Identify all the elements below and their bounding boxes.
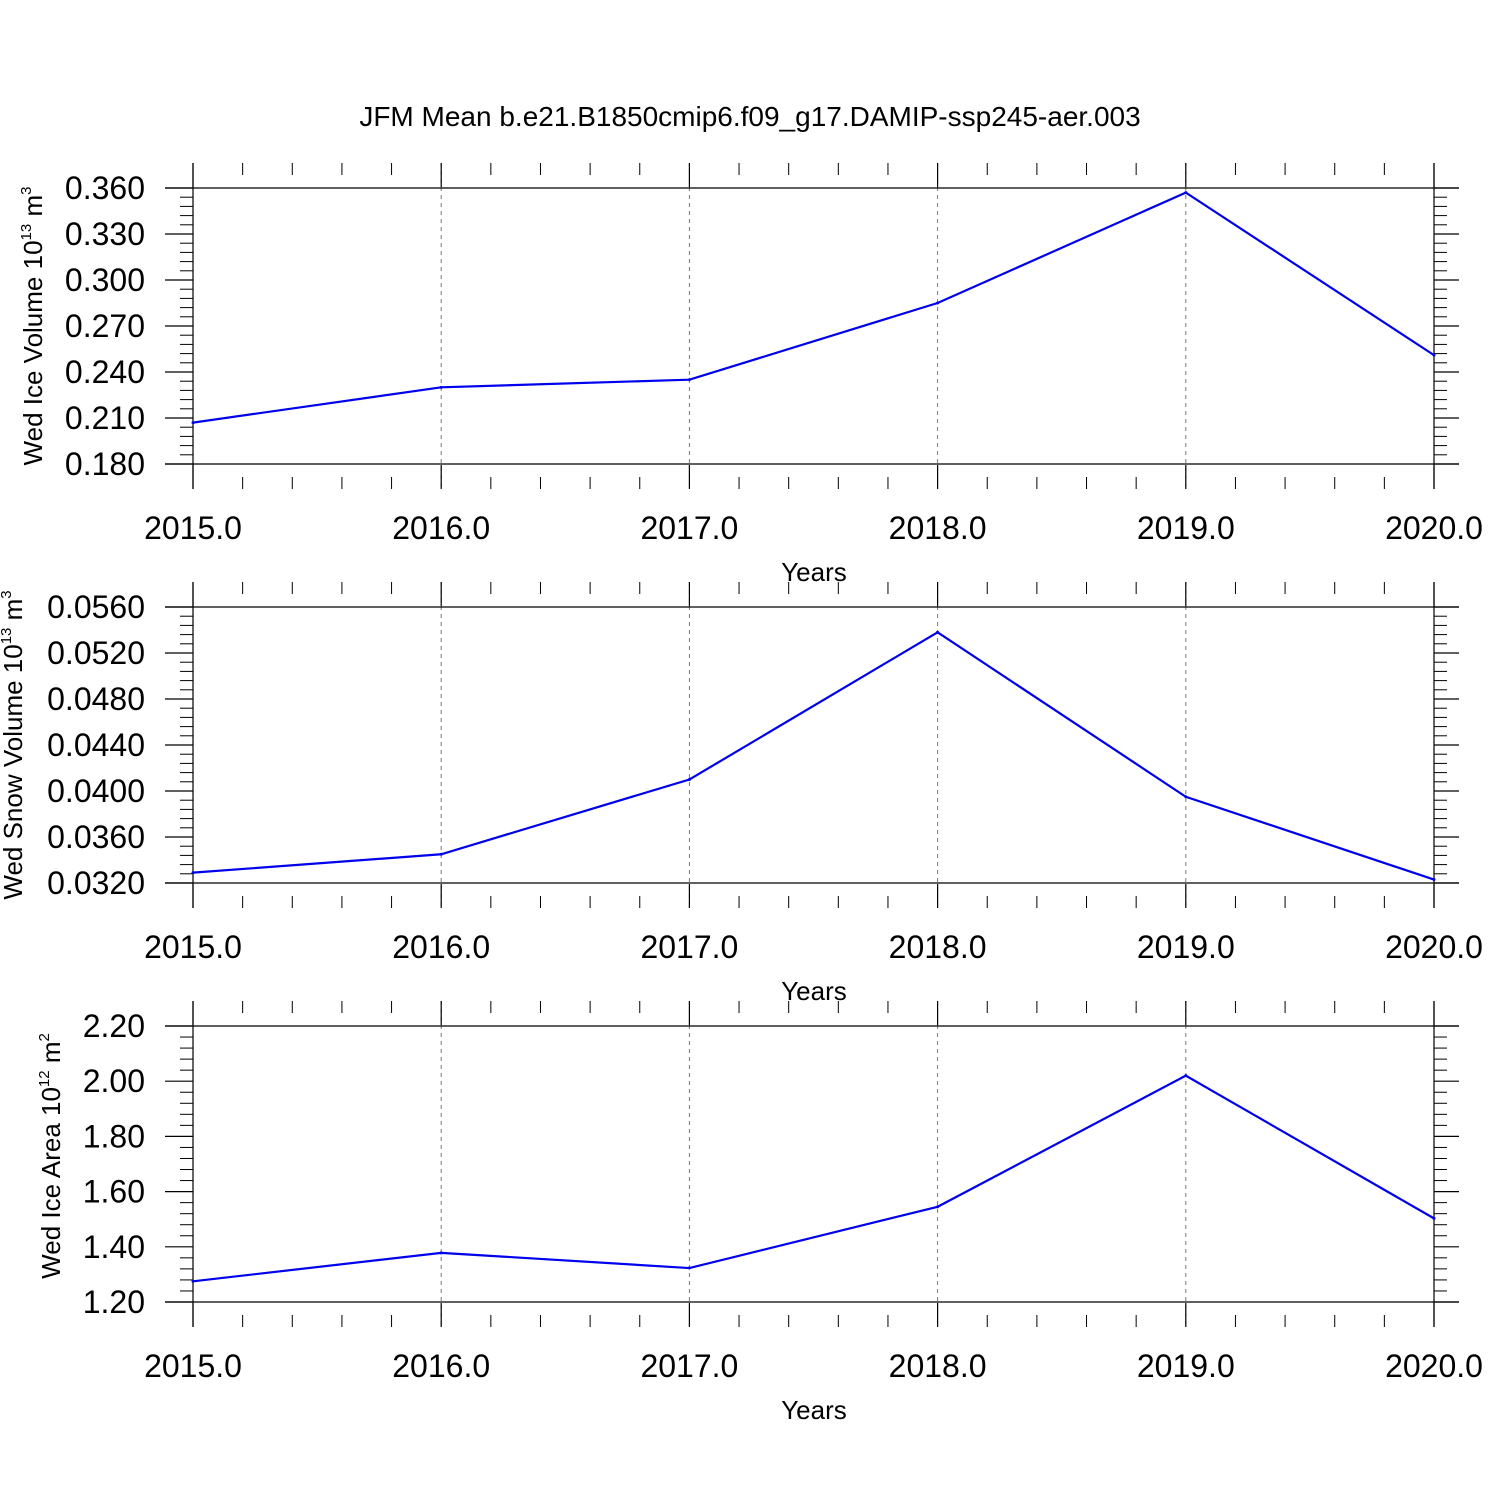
x-tick-label: 2017.0: [640, 1348, 738, 1384]
y-tick-label: 1.60: [83, 1174, 145, 1210]
y-tick-label: 0.0400: [47, 773, 145, 809]
x-axis-label: Years: [781, 557, 847, 587]
data-point: [936, 1205, 940, 1209]
x-tick-label: 2017.0: [640, 510, 738, 546]
data-point: [687, 378, 691, 382]
y-tick-label: 0.210: [65, 400, 145, 436]
y-tick-label: 1.40: [83, 1229, 145, 1265]
y-tick-label: 0.180: [65, 446, 145, 482]
x-axis-label: Years: [781, 1395, 847, 1425]
y-tick-label: 2.00: [83, 1063, 145, 1099]
y-tick-label: 0.0520: [47, 635, 145, 671]
data-point: [1184, 795, 1188, 799]
y-axis-label: Wed Ice Volume 1013 m3: [18, 187, 48, 466]
data-point: [439, 1251, 443, 1255]
x-tick-label: 2018.0: [889, 1348, 987, 1384]
data-point: [439, 385, 443, 389]
x-tick-label: 2020.0: [1385, 929, 1483, 965]
y-tick-label: 0.0360: [47, 819, 145, 855]
y-tick-label: 0.300: [65, 262, 145, 298]
data-point: [439, 852, 443, 856]
x-tick-label: 2015.0: [144, 929, 242, 965]
data-point: [687, 778, 691, 781]
y-tick-label: 1.80: [83, 1118, 145, 1154]
y-tick-label: 0.0480: [47, 681, 145, 717]
data-point: [191, 1279, 195, 1283]
chart-panel-3: 1.20 1.40 1.60 1.80 2.00 2.20 2015.0 2016.0 2017…: [36, 1001, 1483, 1425]
y-axis-label: Wed Snow Volume 1013 m3: [0, 590, 28, 899]
chart-title: JFM Mean b.e21.B1850cmip6.f09_g17.DAMIP-…: [359, 101, 1140, 132]
x-tick-label: 2016.0: [392, 1348, 490, 1384]
data-point: [191, 871, 195, 875]
x-tick-label: 2020.0: [1385, 510, 1483, 546]
x-tick-label: 2016.0: [392, 510, 490, 546]
data-point: [191, 421, 195, 425]
chart-panel-1: 0.180 0.210 0.240 0.270 0.300 0.330 0.360 2015.…: [18, 163, 1483, 587]
series-line: [192, 1074, 1435, 1283]
chart-panel-2: 0.0320 0.0360 0.0400 0.0440 0.0480 0.0520 0.05…: [0, 582, 1483, 1006]
y-tick-label: 0.0560: [47, 589, 145, 625]
x-tick-label: 2018.0: [889, 510, 987, 546]
data-point: [936, 630, 940, 634]
data-point: [1432, 1216, 1436, 1220]
y-tick-label: 0.0440: [47, 727, 145, 763]
x-tick-label: 2016.0: [392, 929, 490, 965]
series-line: [192, 191, 1435, 424]
x-tick-label: 2015.0: [144, 1348, 242, 1384]
y-tick-label: 0.330: [65, 216, 145, 252]
data-point: [1432, 353, 1436, 357]
y-tick-label: 0.270: [65, 308, 145, 344]
y-tick-label: 2.20: [83, 1008, 145, 1044]
y-axis-label: Wed Ice Area 1012 m2: [36, 1033, 66, 1279]
x-tick-label: 2019.0: [1137, 929, 1235, 965]
y-tick-label: 0.0320: [47, 865, 145, 901]
data-point: [936, 301, 940, 305]
x-axis-label: Years: [781, 976, 847, 1006]
x-tick-label: 2019.0: [1137, 1348, 1235, 1384]
y-tick-label: 0.240: [65, 354, 145, 390]
x-tick-label: 2015.0: [144, 510, 242, 546]
data-point: [1184, 191, 1188, 195]
x-tick-label: 2020.0: [1385, 1348, 1483, 1384]
y-tick-label: 1.20: [83, 1284, 145, 1320]
y-tick-label: 0.360: [65, 170, 145, 206]
data-point: [1184, 1074, 1188, 1078]
data-point: [687, 1266, 691, 1270]
x-tick-label: 2019.0: [1137, 510, 1235, 546]
x-tick-label: 2018.0: [889, 929, 987, 965]
x-tick-label: 2017.0: [640, 929, 738, 965]
data-point: [1432, 878, 1436, 882]
series-line: [192, 631, 1435, 881]
